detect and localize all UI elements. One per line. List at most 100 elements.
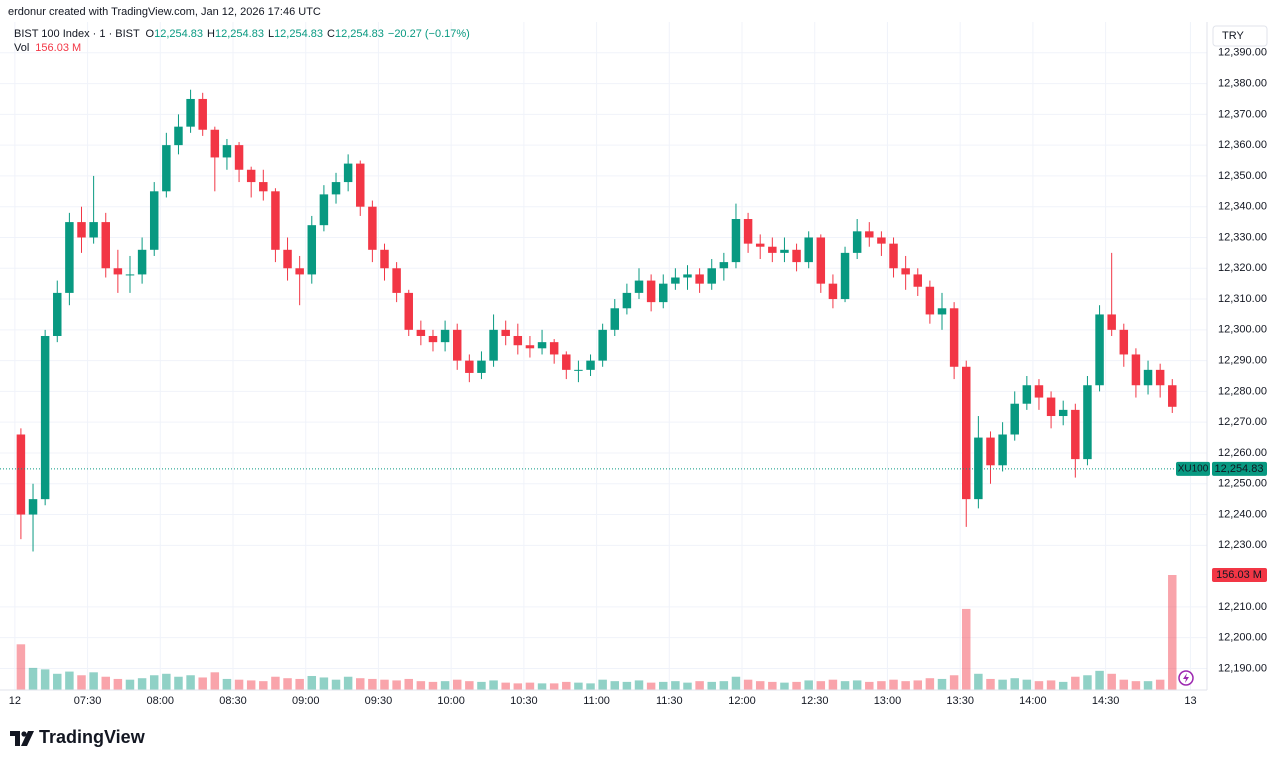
y-tick-label: 12,260.00 <box>1218 447 1267 459</box>
x-tick-label: 12 <box>9 695 21 707</box>
volume-bar <box>780 682 789 690</box>
candle-body <box>343 163 353 183</box>
attribution: erdonur created with TradingView.com, Ja… <box>8 6 321 18</box>
y-tick-label: 12,340.00 <box>1218 201 1267 213</box>
candle-body <box>65 222 74 293</box>
logo-slash <box>21 731 34 746</box>
legend-ohlc: BIST 100 Index · 1 · BIST O12,254.83 H12,2… <box>14 28 470 40</box>
candle-body <box>283 249 292 269</box>
candle-body <box>816 237 826 284</box>
low-value: 12,254.83 <box>274 28 323 40</box>
candle-body <box>137 249 147 275</box>
close-value: 12,254.83 <box>335 28 384 40</box>
candle-body <box>622 292 632 309</box>
x-tick-label: 13:00 <box>874 695 902 707</box>
y-tick-label: 12,200.00 <box>1218 632 1267 644</box>
candle-body <box>1168 385 1177 407</box>
last-price-tag-bg <box>1176 461 1210 476</box>
y-tick-label: 12,240.00 <box>1218 508 1267 520</box>
volume-bar <box>1168 575 1177 690</box>
candle-body <box>1131 354 1141 386</box>
volume-bar <box>598 679 607 690</box>
candle-body <box>574 369 583 371</box>
volume-bar <box>392 680 401 690</box>
candle-body <box>537 342 547 349</box>
candle-body <box>174 126 183 146</box>
last-price-tag: XU100 <box>1178 464 1209 475</box>
volume-bar <box>1143 681 1153 690</box>
candle-body <box>113 268 123 275</box>
volume-bar <box>525 682 535 690</box>
candle-body <box>234 145 244 170</box>
candle-body <box>380 249 389 269</box>
volume-bar <box>477 681 486 690</box>
currency[interactable]: TRY <box>1222 30 1244 42</box>
y-tick-label: 12,250.00 <box>1218 478 1267 490</box>
candle-body <box>937 308 947 315</box>
volume-bar <box>549 683 559 690</box>
volume-bar <box>671 681 680 690</box>
replay-icon[interactable] <box>1178 670 1194 686</box>
icon-bolt[interactable] <box>1183 673 1189 683</box>
x-tick-label: 08:00 <box>147 695 175 707</box>
candle-body <box>877 237 886 244</box>
candle-body <box>271 191 280 250</box>
candle-body <box>465 360 474 373</box>
volume-bar <box>840 681 850 690</box>
y-tick-label: 12,280.00 <box>1218 385 1267 397</box>
volume-bar <box>283 678 292 690</box>
volume-bar <box>913 680 923 690</box>
x-tick-label: 07:30 <box>74 695 102 707</box>
y-tick-label: 12,290.00 <box>1218 355 1267 367</box>
candle-body <box>1034 385 1044 398</box>
y-tick-label: 12,370.00 <box>1218 108 1267 120</box>
candle-body <box>949 308 959 367</box>
candle-body <box>1155 369 1165 386</box>
candle-body <box>246 169 256 183</box>
open-key: O <box>146 28 155 40</box>
candle-body <box>1058 409 1068 417</box>
candle-body <box>452 329 462 361</box>
candle-body <box>125 274 135 276</box>
volume-bar <box>16 644 26 690</box>
currency-box[interactable] <box>1212 25 1268 47</box>
candle-body <box>356 163 365 207</box>
volume-bar <box>1010 678 1019 690</box>
y-tick-label: 12,380.00 <box>1218 77 1267 89</box>
candle-body <box>392 268 401 293</box>
volume-bar <box>368 678 377 690</box>
volume-bar <box>877 681 886 690</box>
change: −20.27 (−0.17%) <box>388 28 470 40</box>
volume-bar <box>707 681 716 690</box>
volume-bar <box>222 678 232 690</box>
y-tick-label: 12,320.00 <box>1218 262 1267 274</box>
x-tick-label: 10:00 <box>437 695 465 707</box>
x-tick-label: 13:30 <box>946 695 974 707</box>
candle-body <box>149 191 159 250</box>
y-tick-label: 12,330.00 <box>1218 231 1267 243</box>
candle-body <box>586 360 595 370</box>
x-tick-label: 14:00 <box>1019 695 1047 707</box>
volume-bar <box>319 677 329 690</box>
candle-body <box>222 145 232 158</box>
candle-body <box>525 345 535 349</box>
last-price-label: 12,254.83 <box>1215 463 1264 475</box>
volume-bar <box>77 675 86 690</box>
volume-bar <box>28 667 38 690</box>
volume-bar <box>452 679 462 690</box>
volume-bar <box>271 676 280 690</box>
volume-bar <box>53 673 62 690</box>
volume-bar <box>1083 675 1092 690</box>
candle-body <box>962 366 971 500</box>
volume-bar <box>537 683 547 690</box>
candle-body <box>768 246 777 253</box>
logo-dot <box>21 731 27 737</box>
volume-bar <box>440 681 450 690</box>
candle-body <box>53 292 62 336</box>
volume-label-bg <box>1212 568 1267 582</box>
volume-bar <box>1155 679 1165 690</box>
volume-bar <box>404 678 413 690</box>
volume-bar <box>501 682 510 690</box>
